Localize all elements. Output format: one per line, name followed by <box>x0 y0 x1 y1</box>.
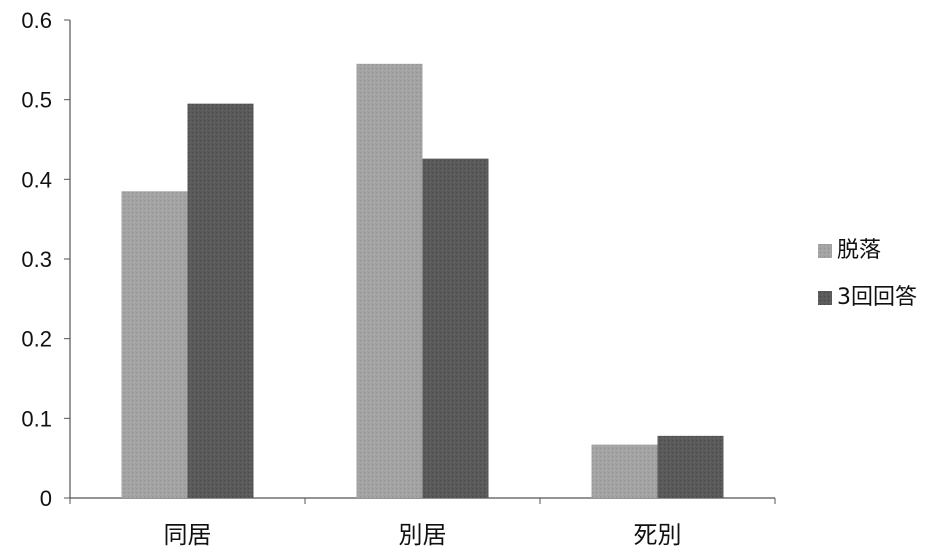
bar-dropout-3 <box>591 444 658 498</box>
bar-three-responses-1 <box>187 103 254 499</box>
legend: 脱落 3回回答 <box>818 238 917 310</box>
bars <box>121 63 724 499</box>
legend-swatch <box>818 244 832 258</box>
y-tick-label: 0.2 <box>21 327 52 352</box>
legend-label: 脱落 <box>837 238 881 263</box>
x-category-label: 別居 <box>399 521 447 549</box>
legend-label: 3回回答 <box>837 285 917 310</box>
y-tick-label: 0 <box>40 486 52 511</box>
y-tick-label: 0.1 <box>21 406 52 431</box>
bar-three-responses-3 <box>657 435 724 498</box>
x-category-label: 死別 <box>634 521 682 549</box>
bar-dropout-2 <box>356 63 423 499</box>
y-tick-label: 0.6 <box>21 8 52 33</box>
y-tick-label: 0.5 <box>21 88 52 113</box>
bar-three-responses-2 <box>422 158 489 498</box>
y-tick-label: 0.4 <box>21 167 52 192</box>
x-category-label: 同居 <box>164 521 212 549</box>
legend-swatch <box>818 291 832 305</box>
axis-labels: 0 0.1 0.2 0.3 0.4 0.5 0.6 同居 別居 死別 <box>21 8 681 549</box>
y-tick-label: 0.3 <box>21 247 52 272</box>
bar-dropout-1 <box>121 191 188 499</box>
